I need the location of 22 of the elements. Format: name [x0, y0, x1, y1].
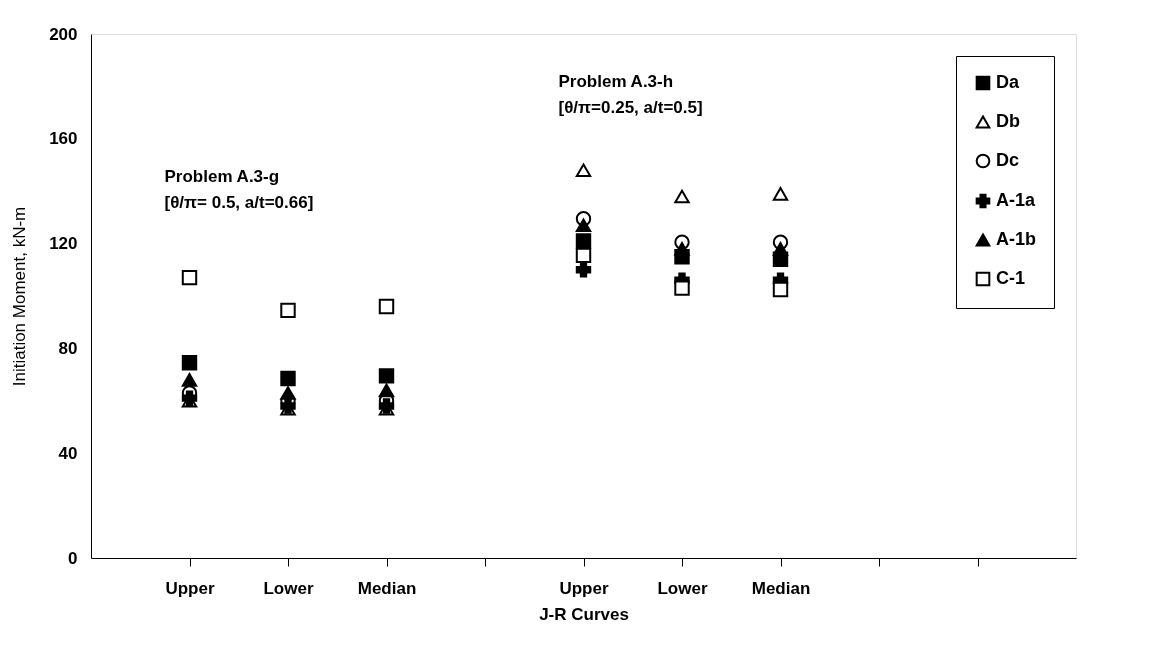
- annotation: Problem A.3-g [θ/π= 0.5, a/t=0.66]: [164, 167, 314, 212]
- legend-label: C-1: [996, 268, 1026, 288]
- x-tick-label: Upper: [165, 578, 215, 598]
- x-axis-title: J-R Curves: [539, 604, 629, 624]
- y-axis-title: Initiation Moment, kN-m: [10, 206, 30, 387]
- legend-label: A-1a: [996, 190, 1036, 210]
- legend-label: A-1b: [996, 229, 1036, 249]
- annotation: Problem A.3-h [θ/π=0.25, a/t=0.5]: [558, 72, 703, 117]
- x-tick-label: Upper: [559, 578, 609, 598]
- x-tick-label: Lower: [657, 578, 708, 598]
- y-tick-label: 80: [58, 338, 78, 358]
- y-tick-label: 120: [49, 234, 78, 254]
- y-tick-label: 160: [49, 129, 78, 149]
- x-tick-label: Lower: [263, 578, 314, 598]
- y-tick-label: 0: [68, 548, 78, 568]
- x-tick-label: Median: [751, 578, 811, 598]
- x-tick-label: Median: [357, 578, 417, 598]
- y-tick-label: 200: [49, 24, 78, 44]
- legend-label: Dc: [996, 150, 1020, 170]
- y-tick-label: 40: [58, 443, 78, 463]
- legend-label: Db: [996, 111, 1020, 131]
- legend-label: Da: [996, 72, 1020, 92]
